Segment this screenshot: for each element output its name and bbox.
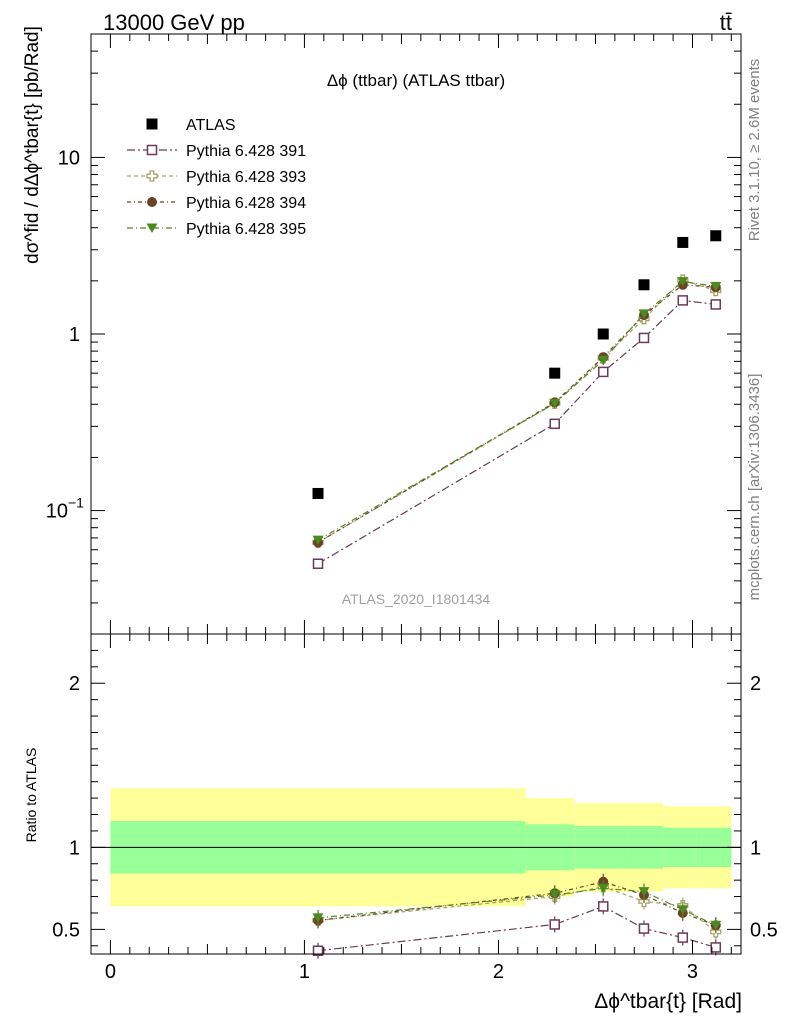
main-y-tick-label: 10 (46, 501, 68, 523)
main-y-tick-label: 1 (69, 324, 80, 346)
data-point (677, 277, 689, 287)
ratio-y-tick-label-left: 0.5 (52, 919, 80, 941)
legend-label: Pythia 6.428 391 (186, 143, 306, 160)
main-title: Δϕ (ttbar) (ATLAS ttbar) (327, 71, 505, 90)
ratio-data-point (312, 945, 324, 956)
header-right: tt̄ (720, 10, 732, 35)
ratio-series-line (317, 881, 716, 926)
data-point (549, 398, 561, 409)
data-point (312, 487, 324, 499)
legend-item: Pythia 6.428 395 (127, 221, 306, 238)
data-point (597, 366, 609, 378)
ratio-series (312, 873, 722, 959)
series-line (317, 284, 716, 543)
ratio-data-point (710, 942, 722, 953)
ratio-y-tick-label-right: 2 (750, 673, 761, 695)
data-point (677, 236, 689, 248)
data-point (312, 535, 324, 546)
legend-item: Pythia 6.428 393 (127, 169, 306, 186)
data-point (638, 309, 650, 319)
data-point (597, 328, 609, 340)
ratio-panel-frame (90, 633, 742, 955)
legend-label: Pythia 6.428 394 (186, 195, 306, 212)
series-line (317, 279, 716, 543)
ratio-series-395 (312, 880, 722, 934)
ratio-x-tick-labels: 0 1 2 3 (105, 961, 698, 983)
ratio-series-line (317, 886, 717, 933)
data-point (710, 299, 722, 310)
legend: ATLAS Pythia 6.428 391 Pythia 6.428 393 Pyt… (127, 117, 306, 238)
ratio-y-tick-labels: 0.5 0.5 1 1 2 2 (52, 673, 778, 941)
data-point (549, 418, 560, 430)
ratio-series-391 (312, 898, 722, 959)
data-point (597, 355, 609, 366)
x-tick-label: 3 (687, 961, 698, 983)
ratio-series-line (317, 887, 717, 926)
ratio-series-line (317, 905, 716, 952)
analysis-label: ATLAS_2020_I1801434 (342, 591, 491, 607)
legend-item: Pythia 6.428 394 (127, 195, 306, 212)
legend-item: ATLAS (146, 117, 236, 134)
series-atlas (312, 230, 722, 499)
ratio-y-tick-label-right: 1 (750, 837, 761, 859)
series-line (317, 280, 716, 541)
legend-label: Pythia 6.428 393 (186, 169, 306, 186)
x-axis-label: Δϕ^tbar{t} [Rad] (594, 990, 742, 1013)
series-line (317, 299, 716, 565)
ratio-y-tick-label-right: 0.5 (750, 919, 778, 941)
ratio-y-axis-label: Ratio to ATLAS (23, 748, 39, 843)
legend-label: ATLAS (186, 117, 236, 134)
ratio-data-point (312, 913, 324, 923)
ratio-data-point (597, 901, 609, 912)
data-point (549, 367, 561, 379)
x-tick-label: 0 (105, 961, 116, 983)
main-series (312, 230, 722, 569)
ratio-data-point (638, 887, 650, 897)
data-point (638, 279, 650, 291)
ratio-data-point (638, 923, 650, 934)
main-y-axis-label: dσ^fid / dΔϕ^tbar{t} [pb/Rad] (22, 26, 43, 264)
header-left: 13000 GeV pp (103, 10, 245, 35)
rivet-label: Rivet 3.1.10, ≥ 2.6M events (746, 59, 763, 242)
main-panel: Δϕ (ttbar) (ATLAS ttbar) ATLAS_2020_I180… (22, 26, 742, 635)
series-395 (312, 277, 722, 546)
main-y-tick-label-exponent: −1 (68, 495, 84, 511)
ratio-axis-ticks (91, 633, 741, 954)
data-point (677, 295, 689, 306)
data-point (710, 281, 722, 292)
ratio-panel: 0.5 0.5 1 1 2 2 0 1 2 3 Ratio to ATLAS Δϕ^tbar{t… (23, 633, 778, 1013)
data-point (710, 230, 722, 242)
legend-item: Pythia 6.428 391 (127, 143, 306, 160)
data-point (638, 332, 650, 344)
ratio-data-point (677, 932, 689, 943)
legend-marker (147, 197, 157, 207)
legend-marker (146, 118, 158, 130)
series-391 (312, 295, 722, 569)
ratio-data-point (549, 890, 561, 900)
x-tick-label: 2 (493, 961, 504, 983)
legend-label: Pythia 6.428 395 (186, 221, 306, 238)
ratio-data-point (677, 905, 689, 915)
legend-marker (146, 144, 158, 156)
ratio-y-tick-label-left: 2 (69, 673, 80, 695)
ratio-y-tick-label-left: 1 (69, 837, 80, 859)
mcplots-label: mcplots.cern.ch [arXiv:1306.3436] (746, 374, 763, 601)
x-tick-label: 1 (299, 961, 310, 983)
legend-marker (146, 170, 158, 182)
main-axis-ticks (91, 33, 741, 635)
ratio-data-point (710, 920, 722, 931)
series-393 (312, 274, 722, 549)
main-y-tick-label: 10 (58, 147, 80, 169)
ratio-data-point (549, 919, 560, 930)
legend-marker (146, 223, 158, 233)
data-point (312, 558, 324, 569)
ratio-data-point (597, 883, 609, 894)
